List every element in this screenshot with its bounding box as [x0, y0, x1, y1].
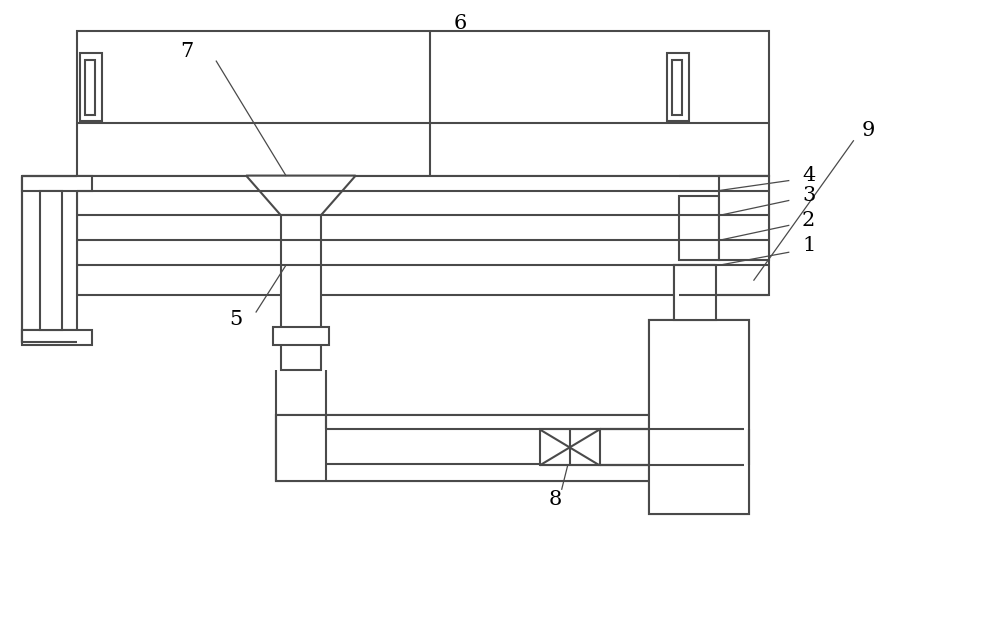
Bar: [719, 176, 769, 260]
Bar: [672, 60, 682, 115]
Text: 6: 6: [454, 14, 467, 33]
Bar: [77, 176, 769, 295]
Bar: [649, 320, 749, 514]
Bar: [674, 265, 716, 320]
Bar: [649, 320, 749, 514]
Bar: [276, 415, 734, 481]
Bar: [273, 327, 329, 345]
Text: 9: 9: [862, 122, 875, 140]
Text: 7: 7: [180, 42, 193, 60]
Bar: [22, 178, 77, 342]
Bar: [77, 32, 769, 176]
Text: 5: 5: [230, 311, 243, 329]
Polygon shape: [246, 176, 356, 215]
Text: 2: 2: [802, 211, 815, 230]
Bar: [276, 415, 744, 481]
Text: 1: 1: [802, 236, 815, 255]
Bar: [22, 330, 77, 342]
Bar: [667, 53, 689, 121]
Bar: [85, 60, 95, 115]
Text: 8: 8: [548, 490, 561, 508]
Bar: [679, 195, 719, 260]
Text: 4: 4: [802, 166, 815, 185]
Bar: [22, 330, 92, 345]
Bar: [22, 176, 92, 190]
Bar: [674, 265, 714, 320]
Text: 3: 3: [802, 186, 815, 205]
Bar: [80, 53, 102, 121]
Bar: [281, 215, 321, 370]
Bar: [540, 430, 600, 466]
Bar: [40, 190, 62, 330]
